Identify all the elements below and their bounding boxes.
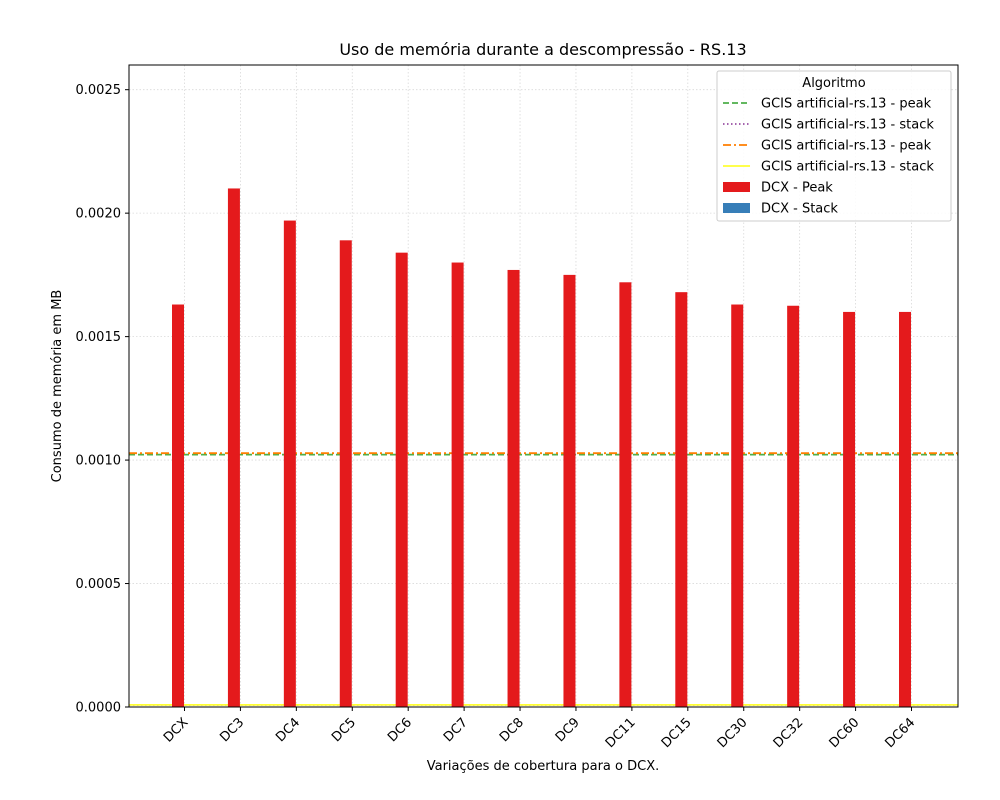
bar-peak — [619, 282, 632, 707]
x-tick-label: DC11 — [603, 715, 639, 751]
legend: Algoritmo GCIS artificial-rs.13 - peak GCI… — [716, 70, 952, 222]
x-tick-label: DC5 — [329, 715, 359, 745]
bar-peak — [227, 188, 240, 707]
legend-label: GCIS artificial-rs.13 - stack — [761, 160, 934, 175]
bar-peak — [899, 311, 911, 707]
x-tick-label: DC32 — [771, 715, 807, 751]
bar-peak — [563, 274, 576, 707]
legend-label: GCIS artificial-rs.13 - peak — [761, 97, 932, 112]
bar-peak — [787, 305, 800, 707]
bar-peak — [451, 262, 464, 707]
x-tick-label: DCX — [161, 715, 191, 745]
y-tick-label: 0.0025 — [76, 83, 122, 98]
legend-label: DCX - Stack — [761, 202, 838, 217]
x-tick-label: DC7 — [441, 715, 471, 745]
bar-peak — [172, 304, 184, 707]
x-tick-label: DC6 — [385, 715, 415, 745]
legend-label: GCIS artificial-rs.13 - stack — [761, 118, 934, 133]
bar-peak — [283, 220, 296, 708]
reference-lines — [129, 452, 958, 706]
x-axis-label: Variações de cobertura para o DCX. — [427, 759, 660, 774]
legend-box — [716, 70, 952, 222]
x-tick-label: DC60 — [827, 715, 863, 751]
bar-peak — [339, 240, 352, 708]
legend-title: Algoritmo — [802, 76, 865, 91]
y-tick-label: 0.0005 — [76, 577, 122, 592]
plot-frame — [128, 64, 959, 708]
y-axis: 0.0000 0.0005 0.0010 0.0015 0.0020 0.0025 — [76, 83, 129, 716]
x-tick-label: DC64 — [883, 715, 919, 751]
bar-peak — [395, 252, 408, 707]
x-tick-label: DC30 — [715, 715, 751, 751]
x-tick-label: DC4 — [273, 715, 303, 745]
y-tick-label: 0.0020 — [76, 207, 122, 222]
chart-title: Uso de memória durante a descompressão -… — [339, 40, 746, 59]
y-axis-label: Consumo de memória em MB — [50, 290, 65, 483]
bar-peak — [731, 304, 744, 707]
x-tick-label: DC9 — [553, 715, 583, 745]
bar-peak — [507, 269, 520, 707]
bar-peak — [843, 311, 856, 707]
x-tick-label: DC3 — [217, 715, 247, 745]
y-tick-label: 0.0000 — [76, 701, 122, 716]
x-axis: DCX DC3 DC4 DC5 DC6 DC7 DC8 DC9 DC11 DC15 DC30 DC32… — [161, 707, 918, 751]
y-tick-label: 0.0015 — [76, 330, 122, 345]
x-tick-label: DC15 — [659, 715, 695, 751]
bars — [172, 188, 911, 708]
legend-label: GCIS artificial-rs.13 - peak — [761, 139, 932, 154]
x-tick-label: DC8 — [497, 715, 527, 745]
y-tick-label: 0.0010 — [76, 454, 122, 469]
legend-swatch — [723, 203, 750, 213]
legend-label: DCX - Peak — [761, 181, 833, 196]
legend-swatch — [723, 182, 750, 192]
bar-peak — [675, 292, 688, 707]
